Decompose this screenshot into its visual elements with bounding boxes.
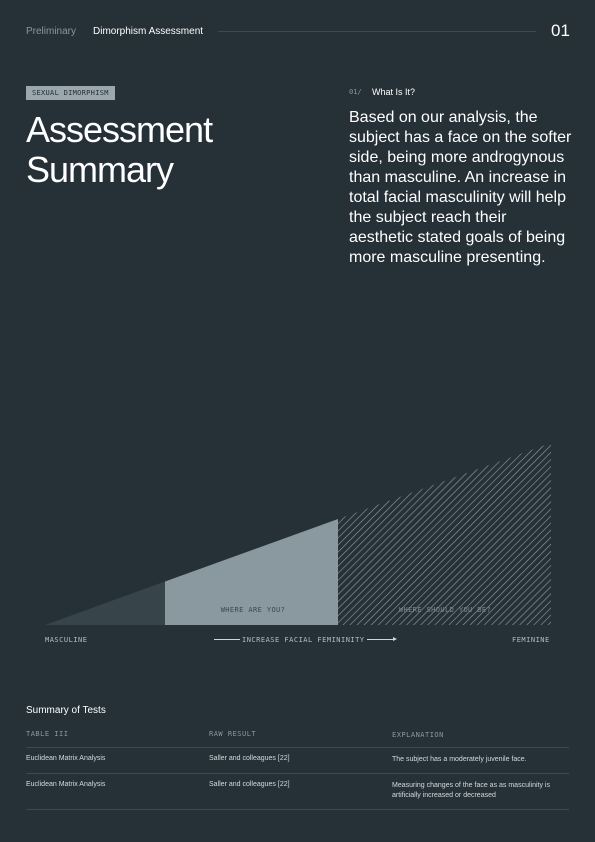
header-divider xyxy=(218,31,536,32)
section-title: What Is It? xyxy=(372,87,416,97)
axis-arrow-label: INCREASE FACIAL FEMININITY xyxy=(214,636,397,644)
breadcrumb-current: Dimorphism Assessment xyxy=(93,26,204,37)
section-body: Based on our analysis, the subject has a… xyxy=(349,109,572,266)
section-tag: SEXUAL DIMORPHISM xyxy=(26,86,115,100)
summary-table: TABLE III RAW RESULT EXPLANATION Euclide… xyxy=(26,730,569,810)
masculine-band xyxy=(45,581,165,625)
axis-line-left xyxy=(214,638,240,640)
section-number: 01/ xyxy=(349,88,362,96)
target-band-label: WHERE SHOULD YOU BE? xyxy=(399,606,491,614)
column-header: EXPLANATION xyxy=(392,731,444,739)
column-header: RAW RESULT xyxy=(209,730,257,738)
axis-label-feminine: FEMININE xyxy=(512,636,550,644)
page-title-line1: Assessment xyxy=(26,109,213,150)
table-cell: The subject has a moderately juvenile fa… xyxy=(392,756,527,763)
dimorphism-chart: WHERE ARE YOU? WHERE SHOULD YOU BE? xyxy=(45,443,551,625)
table-cell: Euclidean Matrix Analysis xyxy=(26,755,106,762)
table-cell: Saller and colleagues [22] xyxy=(209,755,290,762)
table-header: TABLE III RAW RESULT EXPLANATION xyxy=(26,730,569,748)
axis-label-masculine: MASCULINE xyxy=(45,636,88,644)
axis-line-right xyxy=(366,638,393,640)
current-band xyxy=(165,519,338,625)
current-band-label: WHERE ARE YOU? xyxy=(221,606,286,614)
axis-text: INCREASE FACIAL FEMININITY xyxy=(242,636,365,644)
breadcrumb-preliminary[interactable]: Preliminary xyxy=(26,26,77,37)
page-title-line2: Summary xyxy=(26,149,174,190)
arrow-right-icon xyxy=(392,637,397,641)
table-row: Euclidean Matrix Analysis Saller and col… xyxy=(26,748,569,774)
table-cell: Measuring changes of the face as as masc… xyxy=(392,782,550,799)
table-cell: Euclidean Matrix Analysis xyxy=(26,781,106,788)
page-number: 01 xyxy=(551,21,570,40)
target-band xyxy=(338,443,551,625)
table-row: Euclidean Matrix Analysis Saller and col… xyxy=(26,774,569,810)
summary-title: Summary of Tests xyxy=(26,705,106,716)
page-title: Assessment Summary xyxy=(26,110,316,190)
table-cell: Saller and colleagues [22] xyxy=(209,781,290,788)
column-header: TABLE III xyxy=(26,730,69,738)
